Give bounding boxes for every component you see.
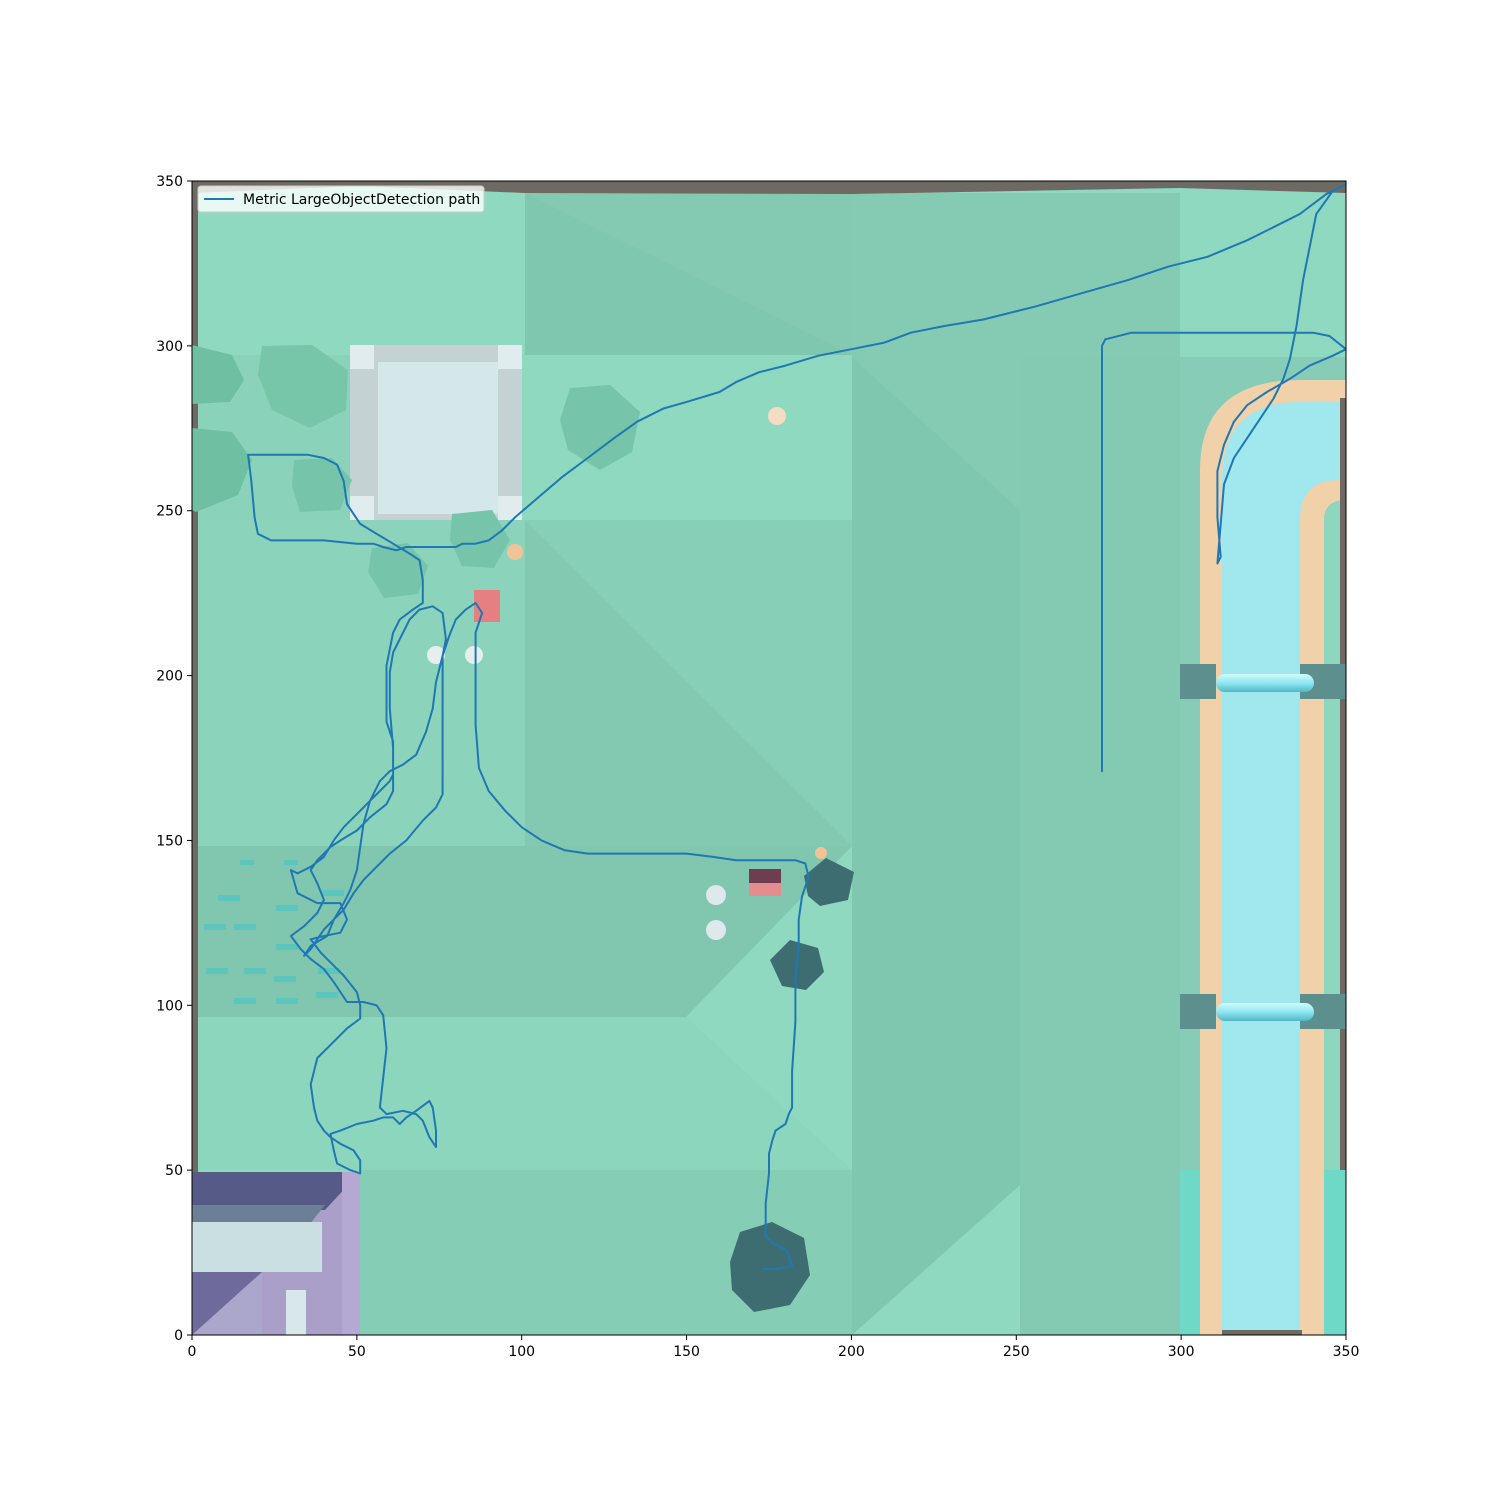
x-tick-label: 100 [508, 1344, 535, 1360]
y-tick-label: 200 [156, 669, 183, 685]
x-tick-label: 150 [673, 1344, 700, 1360]
y-tick-label: 350 [156, 174, 183, 190]
x-tick-label: 50 [348, 1344, 366, 1360]
x-tick-label: 0 [188, 1344, 197, 1360]
y-tick-label: 50 [165, 1163, 183, 1179]
x-tick-label: 250 [1003, 1344, 1030, 1360]
y-axis: 0 50 100 150 200 250 300 350 [156, 174, 192, 1344]
axes-frame [191, 180, 1347, 1336]
x-tick-label: 350 [1333, 1344, 1360, 1360]
x-tick-label: 300 [1168, 1344, 1195, 1360]
x-tick-label: 200 [838, 1344, 865, 1360]
y-tick-label: 150 [156, 833, 183, 849]
y-tick-label: 0 [174, 1328, 183, 1344]
legend-label: Metric LargeObjectDetection path [243, 192, 480, 208]
x-axis: 0 50 100 150 200 250 300 350 [188, 1335, 1360, 1360]
y-tick-label: 100 [156, 998, 183, 1014]
legend: Metric LargeObjectDetection path [197, 185, 485, 213]
path-line [247, 183, 1346, 1271]
y-tick-label: 300 [156, 339, 183, 355]
y-tick-label: 250 [156, 504, 183, 520]
